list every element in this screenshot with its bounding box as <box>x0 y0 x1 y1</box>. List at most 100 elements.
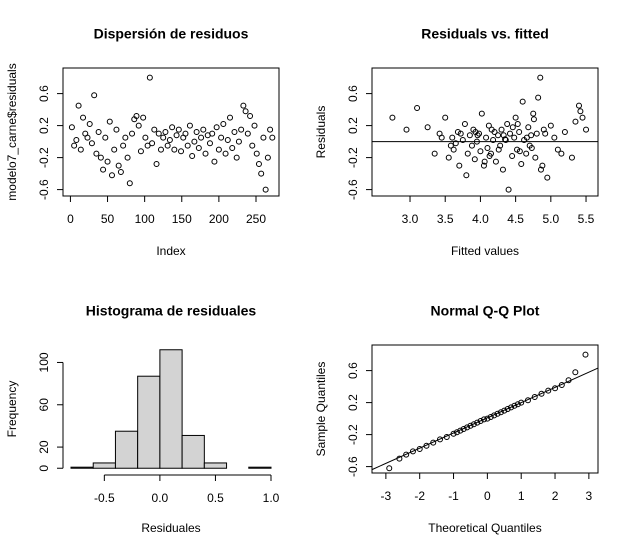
data-point <box>206 140 213 147</box>
data-point <box>151 126 158 133</box>
data-point <box>502 137 509 143</box>
data-point <box>467 422 474 429</box>
data-point <box>471 156 478 163</box>
data-point <box>111 146 118 153</box>
x-tick-label: 3 <box>586 489 593 503</box>
data-point <box>424 124 431 131</box>
data-point <box>460 426 467 432</box>
data-point <box>532 154 539 161</box>
data-point <box>164 142 171 149</box>
data-point <box>84 134 91 141</box>
data-point <box>516 148 523 155</box>
data-point <box>140 114 147 121</box>
data-point <box>120 142 127 149</box>
data-point <box>209 130 216 137</box>
histogram-bar <box>114 430 139 469</box>
data-point <box>169 124 176 131</box>
data-point <box>146 74 153 81</box>
data-point <box>437 436 444 443</box>
data-point <box>233 154 240 161</box>
data-point <box>533 130 540 137</box>
x-axis-label: Index <box>156 244 185 258</box>
data-point <box>509 124 516 131</box>
data-point <box>547 122 554 129</box>
data-point <box>91 92 98 99</box>
data-point <box>485 122 492 129</box>
data-point <box>558 150 565 157</box>
data-point <box>403 451 410 458</box>
data-point <box>175 126 182 133</box>
data-point <box>508 404 515 411</box>
data-point <box>238 126 245 133</box>
data-point <box>115 162 122 169</box>
data-point <box>149 140 156 147</box>
data-point <box>483 134 490 141</box>
data-point <box>445 154 452 161</box>
data-point <box>251 122 258 129</box>
x-tick-label: 0.5 <box>207 491 224 505</box>
data-point <box>211 158 218 165</box>
data-point <box>153 161 160 167</box>
data-point <box>494 410 501 417</box>
data-point <box>464 424 471 431</box>
data-point <box>244 130 251 137</box>
data-point <box>71 142 78 149</box>
data-point <box>213 124 220 131</box>
data-point <box>86 121 93 127</box>
data-point <box>117 169 124 175</box>
data-point <box>518 161 525 167</box>
panel-title: Histograma de residuales <box>86 303 257 319</box>
data-point <box>137 148 144 155</box>
x-tick-label: 4.5 <box>507 212 524 226</box>
data-point <box>160 134 167 141</box>
data-point <box>506 130 513 137</box>
data-point <box>108 172 115 179</box>
data-point <box>497 409 504 416</box>
data-point <box>193 129 200 135</box>
x-tick-label: -1 <box>448 489 459 503</box>
y-tick-label: 0.6 <box>346 85 360 102</box>
data-point <box>231 129 238 135</box>
y-tick-label: 60 <box>37 398 51 412</box>
data-point <box>100 166 107 173</box>
data-point <box>200 126 207 133</box>
data-point <box>542 130 549 137</box>
x-tick-label: -0.5 <box>94 491 115 505</box>
data-point <box>461 121 468 127</box>
x-tick-label: 4.0 <box>472 212 489 226</box>
x-tick-label: 50 <box>101 212 115 226</box>
data-point <box>438 134 445 141</box>
data-point <box>530 116 537 123</box>
y-tick-label: -0.2 <box>346 424 360 445</box>
data-point <box>554 146 561 153</box>
x-tick-label: 1 <box>518 489 525 503</box>
data-point <box>442 114 449 121</box>
x-axis-label: Fitted values <box>451 244 519 258</box>
data-point <box>499 166 506 173</box>
data-point <box>403 126 410 133</box>
x-tick-label: 0 <box>67 212 74 226</box>
x-tick-label: 200 <box>209 212 229 226</box>
data-point <box>255 161 262 167</box>
data-point <box>449 134 456 141</box>
y-tick-label: 0.2 <box>37 117 51 134</box>
data-point <box>102 134 109 141</box>
data-point <box>500 132 507 139</box>
x-tick-label: 1.0 <box>263 491 280 505</box>
x-tick-label: 5.5 <box>578 212 595 226</box>
data-point <box>171 146 178 153</box>
data-point <box>113 126 120 133</box>
data-point <box>249 142 256 149</box>
data-point <box>124 154 131 161</box>
data-point <box>222 150 229 157</box>
data-point <box>80 114 87 121</box>
data-point <box>186 122 193 129</box>
data-point <box>262 186 269 193</box>
data-point <box>466 132 473 139</box>
data-point <box>476 130 483 137</box>
data-point <box>229 145 236 151</box>
data-point <box>470 421 477 428</box>
data-point <box>129 130 136 137</box>
data-point <box>77 146 84 153</box>
data-point <box>544 174 551 181</box>
